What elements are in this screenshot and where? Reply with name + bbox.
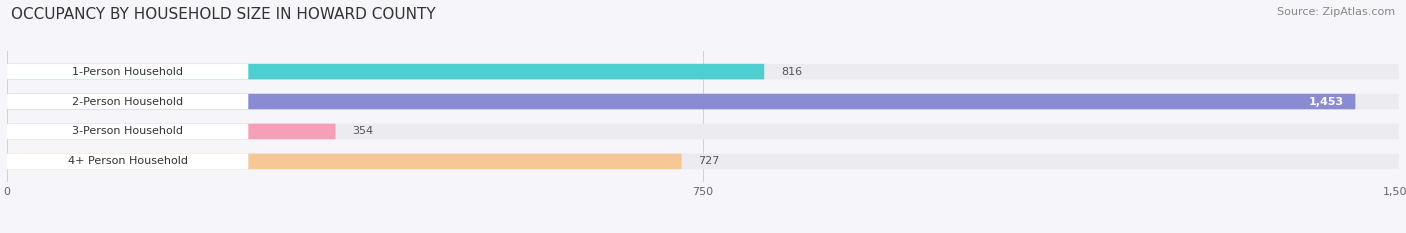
Text: Source: ZipAtlas.com: Source: ZipAtlas.com <box>1277 7 1395 17</box>
FancyBboxPatch shape <box>7 94 1399 109</box>
Text: 2-Person Household: 2-Person Household <box>72 96 183 106</box>
FancyBboxPatch shape <box>7 94 249 109</box>
Text: 1,453: 1,453 <box>1309 96 1344 106</box>
Text: 727: 727 <box>699 156 720 166</box>
FancyBboxPatch shape <box>7 124 249 139</box>
FancyBboxPatch shape <box>7 124 1399 139</box>
Text: 4+ Person Household: 4+ Person Household <box>67 156 187 166</box>
Text: 354: 354 <box>353 127 374 137</box>
FancyBboxPatch shape <box>7 154 682 169</box>
Text: 3-Person Household: 3-Person Household <box>72 127 183 137</box>
FancyBboxPatch shape <box>7 64 765 79</box>
Text: 816: 816 <box>780 67 801 77</box>
FancyBboxPatch shape <box>7 154 249 169</box>
Text: OCCUPANCY BY HOUSEHOLD SIZE IN HOWARD COUNTY: OCCUPANCY BY HOUSEHOLD SIZE IN HOWARD CO… <box>11 7 436 22</box>
FancyBboxPatch shape <box>7 154 1399 169</box>
FancyBboxPatch shape <box>7 94 1355 109</box>
FancyBboxPatch shape <box>7 64 1399 79</box>
FancyBboxPatch shape <box>7 124 336 139</box>
FancyBboxPatch shape <box>7 64 249 79</box>
Text: 1-Person Household: 1-Person Household <box>72 67 183 77</box>
